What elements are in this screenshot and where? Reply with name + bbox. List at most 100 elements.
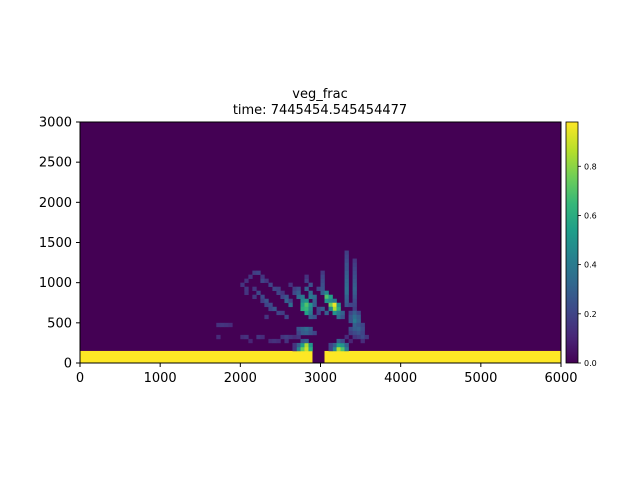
heatmap-cell xyxy=(352,306,357,312)
heatmap-cell xyxy=(352,282,357,287)
chart-title: veg_frac xyxy=(292,87,347,102)
heatmap-cell xyxy=(264,278,269,283)
y-tick-label: 2000 xyxy=(39,196,72,211)
heatmap-cell xyxy=(344,278,349,283)
heatmap-cell xyxy=(344,270,349,275)
heatmap-cell xyxy=(256,334,261,340)
heatmap-cell xyxy=(344,298,349,304)
heatmap-cell xyxy=(352,294,357,300)
heatmap-cell xyxy=(300,346,305,352)
x-tick-label: 1000 xyxy=(144,371,177,386)
heatmap-cell xyxy=(272,306,277,312)
heatmap-cell xyxy=(316,306,321,312)
heatmap-cell xyxy=(336,302,341,308)
heatmap-cell xyxy=(340,346,345,352)
heatmap-cell xyxy=(308,294,313,300)
heatmap-cell xyxy=(260,334,265,340)
heatmap-cell xyxy=(348,302,353,308)
heatmap-cell xyxy=(348,310,353,316)
heatmap-cell xyxy=(360,334,365,340)
heatmap-cell xyxy=(364,334,369,340)
heatmap-cell xyxy=(284,298,289,304)
heatmap-cell xyxy=(344,254,349,259)
heatmap-cell xyxy=(352,330,357,336)
heatmap-cell xyxy=(260,278,265,283)
heatmap-cell xyxy=(344,262,349,267)
heatmap-cell xyxy=(228,322,233,328)
heatmap-cell xyxy=(268,302,273,308)
heatmap-cell xyxy=(352,326,357,332)
heatmap-cell xyxy=(224,322,229,328)
heatmap-cell xyxy=(304,326,309,332)
heatmap-cell xyxy=(348,314,353,320)
heatmap-cell xyxy=(308,342,313,348)
heatmap-cell xyxy=(300,306,305,312)
heatmap-cell xyxy=(320,306,325,312)
x-tick-label: 6000 xyxy=(544,371,577,386)
heatmap-cell xyxy=(352,298,357,304)
heatmap-cell xyxy=(304,310,309,316)
heatmap-cell xyxy=(352,258,357,263)
heatmap-cell xyxy=(344,250,349,255)
heatmap-cell xyxy=(352,318,357,324)
colorbar: 0.0 0.2 0.4 0.6 0.8 xyxy=(565,121,597,368)
heatmap-cell xyxy=(308,302,313,308)
heatmap-cell xyxy=(320,270,325,275)
heatmap-cell xyxy=(292,342,297,348)
heatmap-region-1 xyxy=(324,350,561,363)
heatmap-cell xyxy=(292,334,297,340)
heatmap-cell xyxy=(328,346,333,352)
colorbar-tick-label: 0.0 xyxy=(584,359,597,368)
x-tick-label: 0 xyxy=(76,371,84,386)
heatmap-cell xyxy=(356,310,361,316)
heatmap-cell xyxy=(344,274,349,279)
colorbar-tick-label: 0.8 xyxy=(584,162,597,171)
heatmap-cell xyxy=(304,330,309,336)
heatmap-cell xyxy=(336,342,341,348)
heatmap-cell xyxy=(292,286,297,291)
heatmap-cell xyxy=(280,294,285,300)
heatmap-cell xyxy=(360,338,365,344)
heatmap-cell xyxy=(328,294,333,300)
heatmap-cell xyxy=(300,302,305,308)
heatmap-cell xyxy=(268,282,273,287)
heatmap-cell xyxy=(256,270,261,275)
colorbar-tick-label: 0.6 xyxy=(584,211,597,220)
heatmap-cell xyxy=(276,338,281,344)
heatmap-cell xyxy=(352,286,357,291)
x-tick-label: 2000 xyxy=(224,371,257,386)
y-tick-label: 500 xyxy=(47,316,72,331)
heatmap-cell xyxy=(356,326,361,332)
heatmap-cell xyxy=(324,294,329,300)
heatmap-cell xyxy=(320,286,325,291)
heatmap-cell xyxy=(312,302,317,308)
heatmap-cell xyxy=(332,298,337,304)
heatmap-cell xyxy=(308,326,313,332)
heatmap-cell xyxy=(344,346,349,352)
heatmap-cell xyxy=(352,334,357,340)
heatmap-cell xyxy=(304,346,309,352)
heatmap-cell xyxy=(284,338,289,344)
heatmap-cell xyxy=(300,298,305,304)
heatmap-cell xyxy=(348,330,353,336)
heatmap-cell xyxy=(304,286,309,291)
heatmap-cell xyxy=(360,326,365,332)
heatmap-cell xyxy=(244,290,249,296)
heatmap-cell xyxy=(328,298,333,304)
heatmap-cell xyxy=(304,302,309,308)
heatmap-cell xyxy=(304,298,309,304)
heatmap-cell xyxy=(340,342,345,348)
heatmap-cell xyxy=(332,342,337,348)
heatmap-cell xyxy=(244,334,249,340)
heatmap-cell xyxy=(280,334,285,340)
heatmap-cell xyxy=(280,310,285,316)
heatmap-cell xyxy=(300,338,305,344)
heatmap-cell xyxy=(260,294,265,300)
heatmap-cell xyxy=(300,294,305,300)
chart-subtitle: time: 7445454.545454477 xyxy=(233,103,407,118)
heatmap-cell xyxy=(352,314,357,320)
heatmap-cell xyxy=(324,298,329,304)
heatmap-cell xyxy=(220,322,225,328)
heatmap-cell xyxy=(360,330,365,336)
heatmap-cell xyxy=(352,278,357,283)
